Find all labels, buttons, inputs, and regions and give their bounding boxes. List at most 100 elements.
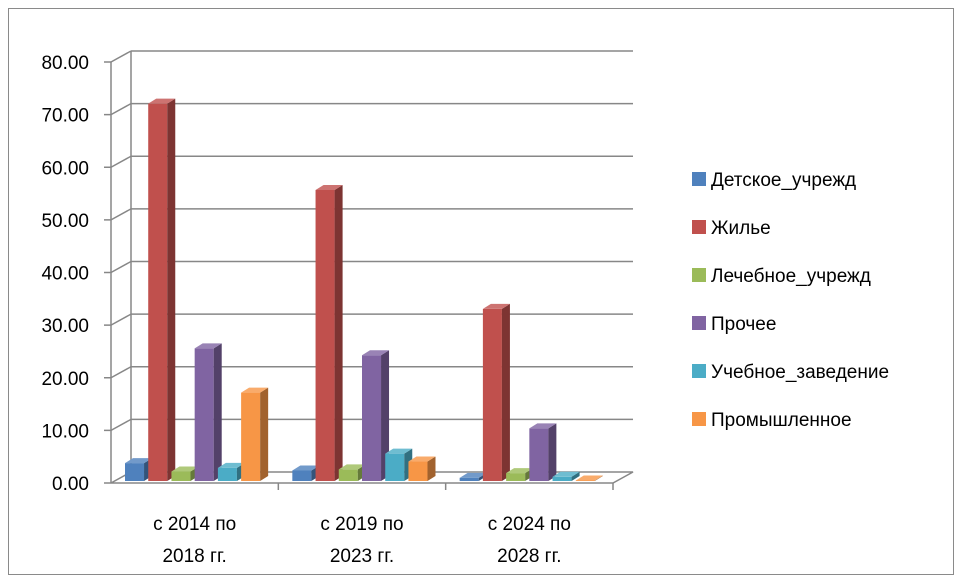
bar-front [241,392,261,481]
bar-front [482,308,502,481]
y-tick-label: 60.00 [41,158,89,179]
gridline-diagonal [110,260,132,274]
gridline-diagonal [110,418,132,432]
bar-front [459,477,479,481]
bar-Лечебное_учрежд-3 [506,468,534,481]
legend-label: Детское_учрежд [711,170,856,191]
legend-swatch [692,316,706,330]
gridline-diagonal [110,208,132,221]
bar-top [148,98,176,104]
bar-front [125,463,145,481]
bar-side [571,471,580,481]
legend-item: Лечебное_учрежд [692,266,871,287]
bar-Лечебное_учрежд-1 [171,466,199,481]
bar-top [506,468,534,474]
bar-side [594,475,603,481]
legend-swatch [692,220,706,234]
bar-front [338,469,358,481]
bar-front [552,476,572,481]
y-tick-label: 0.00 [52,474,89,495]
bar-side [427,456,436,481]
bar-top [529,423,557,429]
bar-side [334,184,343,481]
bar-top [408,456,436,462]
y-tick-label: 30.00 [41,316,89,337]
legend-swatch [692,268,706,282]
x-axis-category-labels: с 2014 по 2018 гг. с 2019 по 2023 гг. с 2024… [153,514,571,567]
bar-side [213,343,222,481]
bar-Детское_учрежд-2 [292,465,320,481]
bar-Жилье-3 [482,303,510,481]
bar-front [362,355,382,481]
bar-Промышленное-3 [575,475,603,481]
bar-top [292,465,320,471]
legend-swatch [692,412,706,426]
bar-front [315,189,335,481]
legend-label: Жилье [711,218,771,239]
bar-Промышленное-2 [408,456,436,481]
bar-front [408,461,428,481]
x-category-label: с 2019 по [320,514,403,535]
bar-top [315,184,343,190]
bar-side [167,98,176,482]
bar-Жилье-1 [148,98,176,482]
bar-top [338,464,366,470]
bar-Учебное_заведение-3 [552,471,580,481]
bar-top [552,471,580,477]
y-tick-label: 80.00 [41,53,89,74]
bar-Учебное_заведение-2 [385,448,413,481]
x-category-label: 2023 гг. [330,546,394,567]
bar-front [148,103,168,482]
bar-Лечебное_учрежд-2 [338,464,366,481]
bar-top [482,303,510,309]
bar-side [260,387,269,481]
x-category-label: 2028 гг. [497,546,561,567]
bar-top [171,466,199,472]
bar-Детское_учрежд-1 [125,458,153,481]
y-tick-label: 10.00 [41,421,89,442]
y-axis-tick-labels: 0.00 10.00 20.00 30.00 40.00 50.00 60.00 70.00 8… [41,53,89,495]
legend-item: Детское_учрежд [692,170,856,191]
gridline-diagonal [110,313,132,326]
bar-Прочее-3 [529,423,557,481]
bar-front [171,471,191,481]
bar-front [506,473,526,481]
bar-Детское_учрежд-3 [459,472,487,481]
bar-top [217,462,245,468]
legend-item: Жилье [692,218,771,239]
bar-top [125,458,153,464]
legend-item: Прочее [692,314,776,335]
bar-top [362,350,390,356]
bar-side [548,423,557,481]
legend-label: Прочее [711,314,776,335]
bar-front [194,348,214,481]
y-tick-label: 70.00 [41,106,89,127]
legend: Детское_учрежд Жилье Лечебное_учрежд Прочее… [692,170,889,431]
legend-swatch [692,172,706,186]
x-category-label: с 2014 по [153,514,236,535]
bar-front [217,467,237,481]
bar-top [194,343,222,349]
bar-front [385,453,405,481]
bar-side [501,303,510,481]
x-category-label: с 2024 по [488,514,571,535]
bar-front [575,480,595,481]
bar-top [385,448,413,454]
bar-chart: 0.00 10.00 20.00 30.00 40.00 50.00 60.00 70.00 8… [41,50,889,567]
gridline-diagonal [110,366,132,379]
bar-Прочее-1 [194,343,222,481]
chart-frame: 0.00 10.00 20.00 30.00 40.00 50.00 60.00 70.00 8… [8,8,954,575]
bar-top [459,472,487,478]
legend-item: Учебное_заведение [692,362,889,383]
gridline-diagonal [110,50,132,63]
y-tick-label: 20.00 [41,369,89,390]
y-tick-label: 50.00 [41,211,89,232]
legend-label: Промышленное [711,410,852,431]
gridline-diagonal [110,155,132,168]
bar-Промышленное-1 [241,387,269,481]
bar-side [381,350,390,481]
y-tick-label: 40.00 [41,264,89,285]
bar-Учебное_заведение-1 [217,462,245,481]
legend-swatch [692,364,706,378]
legend-label: Учебное_заведение [711,362,889,383]
